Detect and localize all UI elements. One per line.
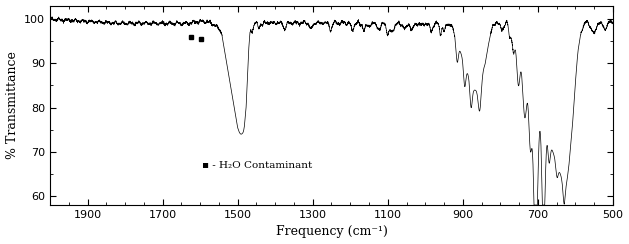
Y-axis label: % Transmittance: % Transmittance: [6, 51, 19, 159]
X-axis label: Frequency (cm⁻¹): Frequency (cm⁻¹): [276, 225, 387, 238]
Text: ▪ - H₂O Contaminant: ▪ - H₂O Contaminant: [202, 161, 312, 170]
